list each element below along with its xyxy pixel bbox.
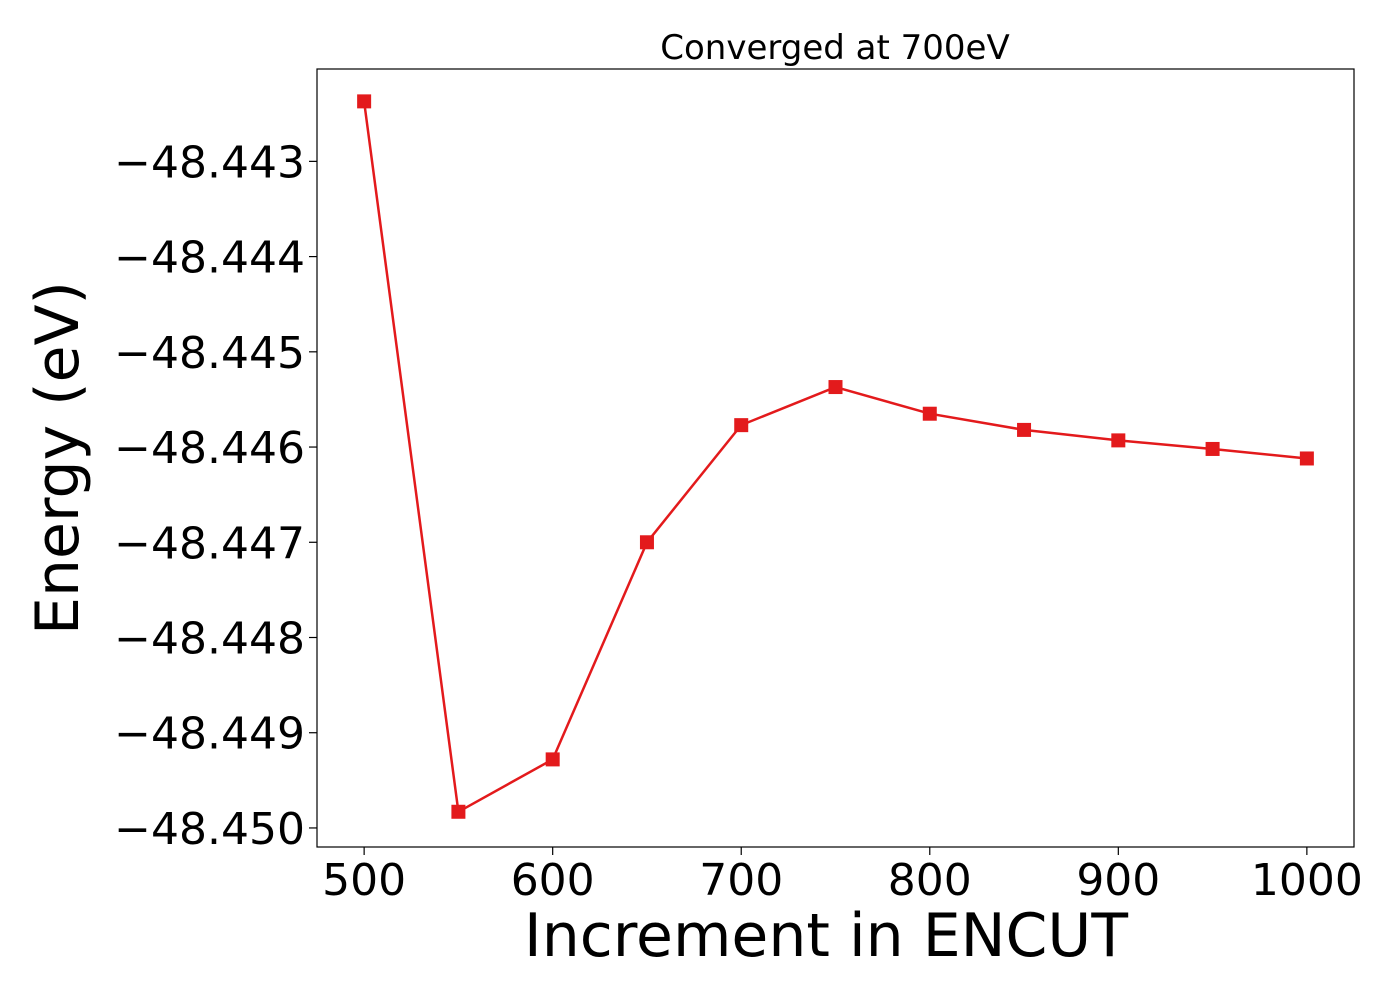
y-tick-label: −48.447 [114,518,305,569]
y-axis-title: Energy (eV) [23,281,93,635]
x-tick-label: 600 [511,855,595,906]
data-point [1299,451,1314,466]
plot-area: 500 600 700 800 900 1000 −48.443 −48.444 −48.445… [114,68,1363,906]
x-tick-label: 1000 [1251,855,1363,906]
data-point [451,804,466,819]
data-point [922,406,937,421]
data-point [1205,441,1220,456]
data-point [1111,433,1126,448]
x-tick-label: 500 [322,855,406,906]
data-point [828,380,843,395]
chart-title: Converged at 700eV [660,28,1009,68]
x-tick-label: 900 [1076,855,1160,906]
y-tick-label: −48.448 [114,614,305,665]
x-tick-label: 800 [888,855,972,906]
x-axis-title: Increment in ENCUT [524,901,1128,971]
data-point [1017,422,1032,437]
plot-frame [316,68,1355,848]
data-point [357,94,372,109]
y-tick-label: −48.445 [114,328,305,379]
data-point [734,418,749,433]
y-tick-label: −48.449 [114,709,305,760]
y-tick-label: −48.446 [114,423,305,474]
y-tick-label: −48.444 [114,233,305,284]
series-line [362,101,1308,814]
data-point [545,752,560,767]
y-tick-label: −48.450 [114,804,305,855]
data-point [639,535,654,550]
x-tick-label: 700 [699,855,783,906]
y-tick-label: −48.443 [114,137,305,188]
